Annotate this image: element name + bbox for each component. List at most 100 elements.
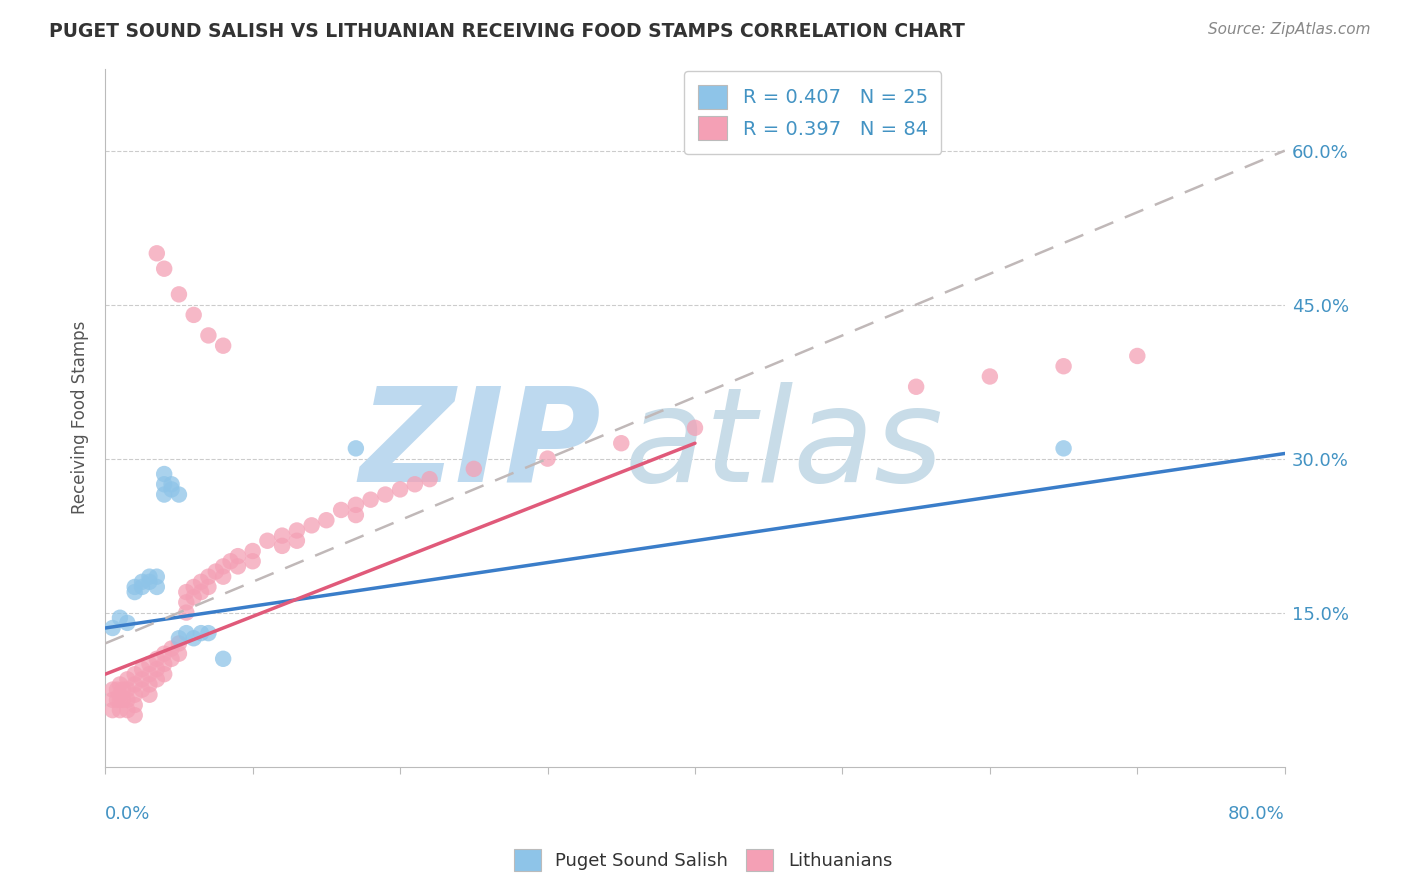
Point [124, 698, 146, 712]
Point [190, 626, 212, 640]
Point [131, 580, 153, 594]
Legend: Puget Sound Salish, Lithuanians: Puget Sound Salish, Lithuanians [506, 842, 900, 879]
Text: Source: ZipAtlas.com: Source: ZipAtlas.com [1208, 22, 1371, 37]
Point [212, 652, 235, 666]
Point [683, 421, 706, 435]
Point [190, 574, 212, 589]
Point [117, 615, 139, 630]
Point [138, 688, 160, 702]
Point [124, 688, 146, 702]
Point [360, 492, 382, 507]
Point [108, 688, 131, 702]
Point [153, 467, 176, 481]
Point [138, 574, 160, 589]
Point [344, 442, 367, 456]
Point [197, 569, 219, 583]
Point [536, 451, 558, 466]
Point [183, 308, 205, 322]
Point [226, 549, 249, 563]
Point [212, 569, 235, 583]
Text: 80.0%: 80.0% [1227, 805, 1285, 823]
Point [160, 483, 183, 497]
Point [197, 328, 219, 343]
Point [1052, 359, 1074, 374]
Point [138, 677, 160, 691]
Point [138, 569, 160, 583]
Point [153, 647, 176, 661]
Point [285, 533, 308, 548]
Point [160, 652, 183, 666]
Point [160, 477, 183, 491]
Point [124, 580, 146, 594]
Text: ZIP: ZIP [359, 382, 600, 509]
Point [176, 595, 198, 609]
Point [131, 673, 153, 687]
Point [610, 436, 633, 450]
Point [183, 632, 205, 646]
Point [167, 287, 190, 301]
Point [176, 626, 198, 640]
Point [226, 559, 249, 574]
Text: PUGET SOUND SALISH VS LITHUANIAN RECEIVING FOOD STAMPS CORRELATION CHART: PUGET SOUND SALISH VS LITHUANIAN RECEIVI… [49, 22, 965, 41]
Point [374, 487, 396, 501]
Point [124, 667, 146, 681]
Point [256, 533, 278, 548]
Point [212, 339, 235, 353]
Point [463, 462, 485, 476]
Point [271, 539, 294, 553]
Point [167, 632, 190, 646]
Point [315, 513, 337, 527]
Point [153, 657, 176, 671]
Point [146, 246, 169, 260]
Point [153, 261, 176, 276]
Point [153, 487, 176, 501]
Point [160, 641, 183, 656]
Point [979, 369, 1001, 384]
Point [101, 682, 124, 697]
Point [146, 569, 169, 583]
Point [146, 673, 169, 687]
Point [242, 554, 264, 568]
Point [301, 518, 323, 533]
Point [219, 554, 242, 568]
Point [124, 677, 146, 691]
Point [344, 498, 367, 512]
Point [330, 503, 353, 517]
Point [124, 708, 146, 723]
Point [285, 524, 308, 538]
Point [108, 677, 131, 691]
Point [101, 693, 124, 707]
Point [167, 647, 190, 661]
Point [167, 636, 190, 650]
Point [153, 477, 176, 491]
Point [131, 574, 153, 589]
Point [117, 693, 139, 707]
Point [905, 380, 928, 394]
Point [108, 693, 131, 707]
Point [1126, 349, 1149, 363]
Point [167, 487, 190, 501]
Point [105, 693, 128, 707]
Point [176, 606, 198, 620]
Y-axis label: Receiving Food Stamps: Receiving Food Stamps [72, 321, 89, 515]
Point [271, 528, 294, 542]
Point [146, 662, 169, 676]
Point [242, 544, 264, 558]
Point [176, 585, 198, 599]
Point [108, 703, 131, 717]
Point [197, 626, 219, 640]
Point [190, 585, 212, 599]
Point [111, 682, 134, 697]
Legend: R = 0.407   N = 25, R = 0.397   N = 84: R = 0.407 N = 25, R = 0.397 N = 84 [685, 71, 942, 153]
Point [212, 559, 235, 574]
Point [153, 667, 176, 681]
Point [204, 565, 226, 579]
Point [105, 682, 128, 697]
Point [101, 621, 124, 635]
Point [111, 693, 134, 707]
Point [183, 591, 205, 605]
Point [146, 652, 169, 666]
Point [146, 580, 169, 594]
Text: 0.0%: 0.0% [105, 805, 150, 823]
Point [1052, 442, 1074, 456]
